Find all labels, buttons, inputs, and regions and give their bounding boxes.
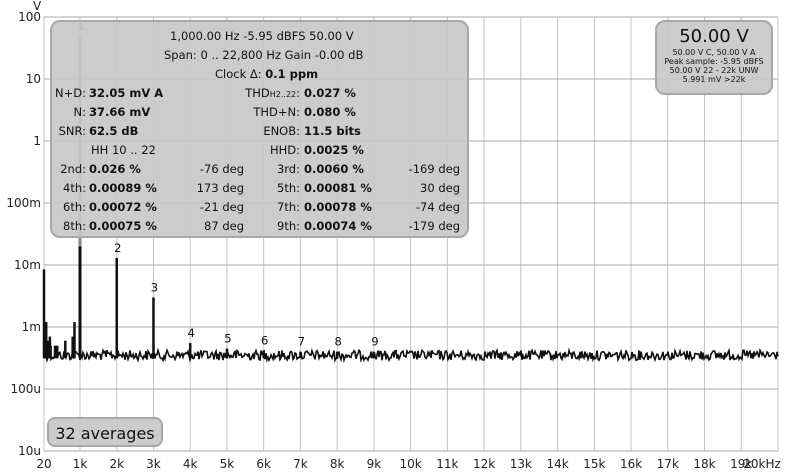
y-tick-label: 1: [33, 134, 41, 148]
noise-floor-trace: [43, 347, 779, 364]
harmonic-value: 0.00072 %: [89, 200, 157, 214]
harmonic-value: 0.00089 %: [89, 181, 157, 195]
harmonic-phase: -169 deg: [408, 162, 460, 176]
x-tick-label: 20: [36, 457, 51, 471]
thdn-value: 0.080 %: [304, 105, 356, 119]
harmonic-phase: 173 deg: [196, 181, 244, 195]
harmonic-number-label: 2: [114, 241, 121, 255]
x-tick-label: 7k: [293, 457, 308, 471]
harmonic-number-label: 7: [298, 335, 305, 349]
x-tick-label: 3k: [146, 457, 161, 471]
thdn-label: THD+N:: [253, 105, 300, 119]
hh-range-label: HH 10 .. 22: [91, 143, 156, 157]
x-axis-ticks: 20 1k 2k 3k 4k 5k 6k 7k 8k 9k 10k 11k 12k 13k 14k 15k 16…: [36, 457, 780, 471]
x-tick-label: 11k: [436, 457, 458, 471]
x-tick-label: 5k: [220, 457, 235, 471]
y-tick-label: 100m: [6, 196, 41, 210]
harmonic-number-label: 6: [261, 333, 268, 347]
harmonic-number-label: 3: [151, 280, 158, 294]
measurement-panel[interactable]: 1,000.00 Hz -5.95 dBFS 50.00 V Span: 0 .…: [50, 20, 469, 238]
snr-label: SNR:: [58, 124, 86, 138]
harmonic-number-label: 8: [334, 335, 341, 349]
voltage-detail-3: 50.00 V 22 - 22k UNW: [669, 66, 759, 75]
y-unit-label: V: [33, 0, 42, 13]
harmonic-label: 5th:: [277, 181, 300, 195]
clock-label: Clock Δ:: [215, 67, 262, 81]
voltage-detail-2: Peak sample: -5.95 dBFS: [664, 57, 764, 66]
n-value: 37.66 mV: [89, 105, 151, 119]
harmonic-label: 8th:: [63, 219, 86, 233]
y-tick-label: 10m: [14, 258, 41, 272]
x-tick-label: 19k: [730, 457, 752, 471]
x-tick-label: 20kHz: [743, 457, 781, 471]
averages-badge[interactable]: 32 averages: [47, 417, 163, 447]
x-tick-label: 2k: [109, 457, 124, 471]
clock-value: 0.1 ppm: [265, 67, 319, 81]
harmonic-number-label: 4: [188, 326, 195, 340]
averages-label: 32 averages: [55, 424, 155, 443]
x-tick-label: 13k: [510, 457, 532, 471]
harmonic-label: 2nd:: [60, 162, 86, 176]
y-tick-label: 10: [26, 72, 41, 86]
harmonic-phase: 87 deg: [204, 219, 244, 233]
harmonic-label: 7th:: [277, 200, 300, 214]
enob-label: ENOB:: [263, 124, 300, 138]
harmonic-number-label: 5: [224, 332, 231, 346]
y-tick-label: 100: [18, 10, 41, 24]
thd-value: 0.027 %: [304, 86, 356, 100]
span-gain-readout: Span: 0 .. 22,800 Hz Gain -0.00 dB: [164, 48, 364, 62]
snr-value: 62.5 dB: [89, 124, 139, 138]
x-tick-label: 17k: [657, 457, 679, 471]
x-tick-label: 14k: [546, 457, 568, 471]
y-tick-label: 10u: [18, 444, 41, 458]
harmonic-value: 0.026 %: [89, 162, 141, 176]
harmonic-phase: -179 deg: [408, 219, 460, 233]
harmonic-value: 0.0060 %: [304, 162, 364, 176]
clock-row: Clock Δ: 0.1 ppm: [215, 67, 318, 81]
thd-label: THDH2..22:: [245, 86, 300, 100]
harmonic-phase: -74 deg: [415, 200, 460, 214]
nd-value: 32.05 mV A: [89, 86, 164, 100]
fundamental-readout: 1,000.00 Hz -5.95 dBFS 50.00 V: [170, 29, 354, 43]
y-tick-label: 100u: [10, 382, 41, 396]
voltage-value: 50.00 V: [679, 26, 749, 47]
harmonic-label: 9th:: [277, 219, 300, 233]
harmonic-phase: -76 deg: [199, 162, 244, 176]
harmonic-label: 6th:: [63, 200, 86, 214]
x-tick-label: 18k: [693, 457, 715, 471]
x-tick-label: 10k: [400, 457, 422, 471]
harmonic-phase: 30 deg: [420, 181, 460, 195]
x-tick-label: 12k: [473, 457, 495, 471]
x-tick-label: 8k: [330, 457, 345, 471]
harmonic-number-label: 9: [371, 335, 378, 349]
x-tick-label: 6k: [256, 457, 271, 471]
harmonic-value: 0.00078 %: [304, 200, 372, 214]
voltage-readout-panel[interactable]: 50.00 V 50.00 V C, 50.00 V A Peak sample…: [655, 20, 773, 95]
y-tick-label: 1m: [22, 320, 41, 334]
hhd-value: 0.0025 %: [304, 143, 364, 157]
voltage-detail-4: 5.991 mV >22k: [682, 75, 746, 84]
hhd-label: HHD:: [269, 143, 300, 157]
harmonic-phase: -21 deg: [199, 200, 244, 214]
x-tick-label: 16k: [620, 457, 642, 471]
voltage-detail-1: 50.00 V C, 50.00 V A: [672, 48, 756, 57]
harmonic-value: 0.00075 %: [89, 219, 157, 233]
y-axis-ticks: 100 10 1 100m 10m 1m 100u 10u: [6, 10, 41, 458]
harmonic-value: 0.00074 %: [304, 219, 372, 233]
noise-floor-line: [43, 347, 779, 364]
enob-value: 11.5 bits: [304, 124, 361, 138]
harmonic-value: 0.00081 %: [304, 181, 372, 195]
x-tick-label: 4k: [183, 457, 198, 471]
x-tick-label: 15k: [583, 457, 605, 471]
x-tick-label: 9k: [367, 457, 382, 471]
x-tick-label: 1k: [73, 457, 88, 471]
n-label: N:: [73, 105, 86, 119]
harmonic-label: 4th:: [63, 181, 86, 195]
nd-label: N+D:: [55, 86, 86, 100]
harmonic-label: 3rd:: [276, 162, 300, 176]
